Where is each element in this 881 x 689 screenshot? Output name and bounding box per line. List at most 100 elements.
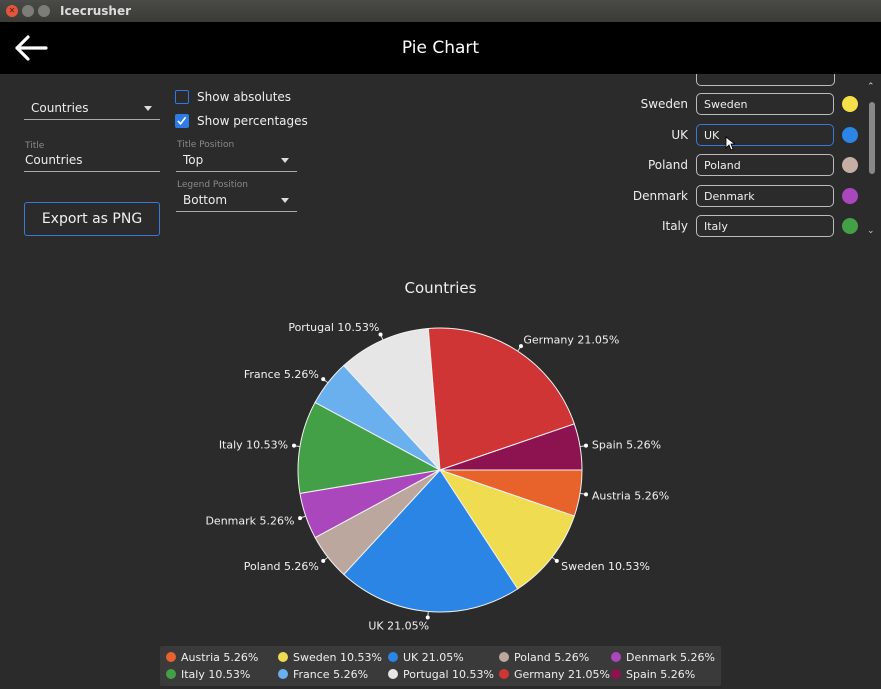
pie-label-dot (298, 516, 303, 521)
series-scrollbar[interactable]: ⌃ ⌄ (866, 82, 878, 242)
legend-item: Portugal 10.53% (388, 668, 494, 681)
chevron-down-icon (281, 198, 289, 203)
series-row-label: Sweden (640, 97, 688, 111)
legend-item-label: Sweden 10.53% (293, 651, 382, 664)
legend-item: Germany 21.05% (499, 668, 610, 681)
series-row: Poland Poland (620, 154, 860, 178)
show-percentages-label: Show percentages (197, 114, 308, 128)
pie-label-dot (292, 443, 297, 448)
legend-item-label: Spain 5.26% (626, 668, 696, 681)
show-absolutes-checkbox[interactable] (175, 90, 189, 104)
legend-position-select[interactable]: Bottom (176, 192, 297, 212)
legend-item: Denmark 5.26% (611, 651, 715, 664)
pie-label-dot (425, 615, 430, 620)
pie-label-dot (378, 332, 383, 337)
window-maximize-button[interactable] (38, 5, 50, 17)
series-row-label: UK (671, 127, 688, 142)
pie-label-dot (321, 558, 326, 563)
scroll-up-icon[interactable]: ⌃ (867, 82, 875, 92)
title-position-value: Top (183, 153, 204, 167)
title-position-select[interactable]: Top (176, 152, 297, 172)
series-color-swatch[interactable] (842, 126, 858, 143)
pie-slice-uk (343, 469, 519, 613)
chevron-down-icon (281, 158, 289, 163)
checkmark-icon (177, 116, 187, 125)
legend-swatch (166, 669, 176, 679)
pie-label-dot (554, 558, 559, 563)
chart-title: Countries (404, 279, 477, 297)
window-titlebar: ✕ Icecrusher (0, 0, 881, 22)
legend-item: Austria 5.26% (166, 651, 258, 664)
series-row-label: Italy (661, 219, 688, 233)
scrollbar-thumb[interactable] (869, 102, 875, 174)
legend-swatch (388, 669, 398, 679)
page-title: Pie Chart (401, 38, 480, 58)
series-name-input[interactable]: Sweden (696, 93, 834, 115)
legend-swatch (499, 652, 509, 662)
pie-slice-label: Spain 5.26% (592, 438, 661, 451)
chart-legend: Austria 5.26% Sweden 10.53% UK 21.05% Polan… (160, 646, 721, 686)
title-position-label: Title Position (177, 140, 235, 150)
pie-slice-label: UK 21.05% (368, 619, 429, 632)
legend-item-label: Poland 5.26% (514, 651, 590, 664)
pie-slice-portugal (343, 327, 441, 472)
series-row-label: Poland (647, 158, 688, 172)
series-row: UK UK (620, 123, 860, 148)
pie-label-dot (583, 492, 588, 497)
legend-swatch (499, 669, 509, 679)
legend-item-label: Portugal 10.53% (403, 668, 494, 681)
pie-label-dot (583, 443, 588, 448)
pie-slice-label: Portugal 10.53% (288, 321, 379, 334)
legend-item-label: Austria 5.26% (181, 651, 259, 664)
series-row: Denmark Denmark (620, 184, 860, 209)
pie-slice-spain (439, 423, 583, 471)
legend-swatch (278, 669, 288, 679)
series-name-input[interactable]: UK (696, 123, 834, 146)
legend-swatch (278, 652, 288, 662)
window-close-button[interactable]: ✕ (6, 5, 18, 17)
title-input[interactable]: Countries (24, 153, 160, 172)
title-input-value: Countries (25, 153, 83, 167)
scroll-down-icon[interactable]: ⌄ (867, 226, 875, 236)
dataset-select-value: Countries (31, 101, 89, 115)
legend-swatch (611, 669, 621, 679)
title-field-label: Title (25, 141, 45, 151)
legend-item-label: Germany 21.05% (514, 668, 610, 681)
legend-item: Sweden 10.53% (278, 651, 382, 664)
pie-slice-label: Sweden 10.53% (561, 560, 650, 573)
pie-slice-label: Germany 21.05% (523, 333, 619, 346)
series-row-label: Denmark (632, 188, 688, 203)
series-input-partial[interactable] (696, 74, 835, 86)
series-color-swatch[interactable] (842, 187, 858, 204)
legend-item: Spain 5.26% (611, 668, 695, 681)
window-minimize-button[interactable] (22, 5, 34, 17)
series-color-swatch[interactable] (842, 157, 858, 173)
legend-position-label: Legend Position (177, 180, 248, 190)
export-png-button[interactable]: Export as PNG (24, 202, 160, 236)
dataset-select[interactable]: Countries (24, 100, 160, 120)
legend-item: France 5.26% (278, 668, 368, 681)
pie-slice-germany (427, 327, 575, 471)
show-percentages-checkbox[interactable] (175, 114, 189, 128)
legend-item: Italy 10.53% (166, 668, 250, 681)
pie-slice-label: Denmark 5.26% (205, 515, 294, 528)
pie-slice-label: France 5.26% (244, 368, 319, 381)
series-color-swatch[interactable] (842, 218, 858, 234)
pie-label-dot (518, 344, 523, 349)
pie-slice-label: Austria 5.26% (592, 490, 669, 503)
legend-item-label: Denmark 5.26% (626, 651, 715, 664)
back-arrow-icon[interactable] (14, 34, 48, 62)
chevron-down-icon (144, 106, 152, 111)
series-name-input[interactable]: Denmark (696, 184, 834, 207)
series-name-input[interactable]: Poland (696, 154, 834, 176)
legend-item: UK 21.05% (388, 651, 464, 664)
pie-label-dot (321, 377, 326, 382)
app-bar: Pie Chart (0, 22, 881, 74)
series-color-swatch[interactable] (842, 96, 858, 112)
series-row: Italy Italy (620, 215, 860, 239)
legend-swatch (388, 652, 398, 662)
legend-item: Poland 5.26% (499, 651, 589, 664)
legend-item-label: Italy 10.53% (181, 668, 251, 681)
series-name-input[interactable]: Italy (696, 215, 834, 237)
